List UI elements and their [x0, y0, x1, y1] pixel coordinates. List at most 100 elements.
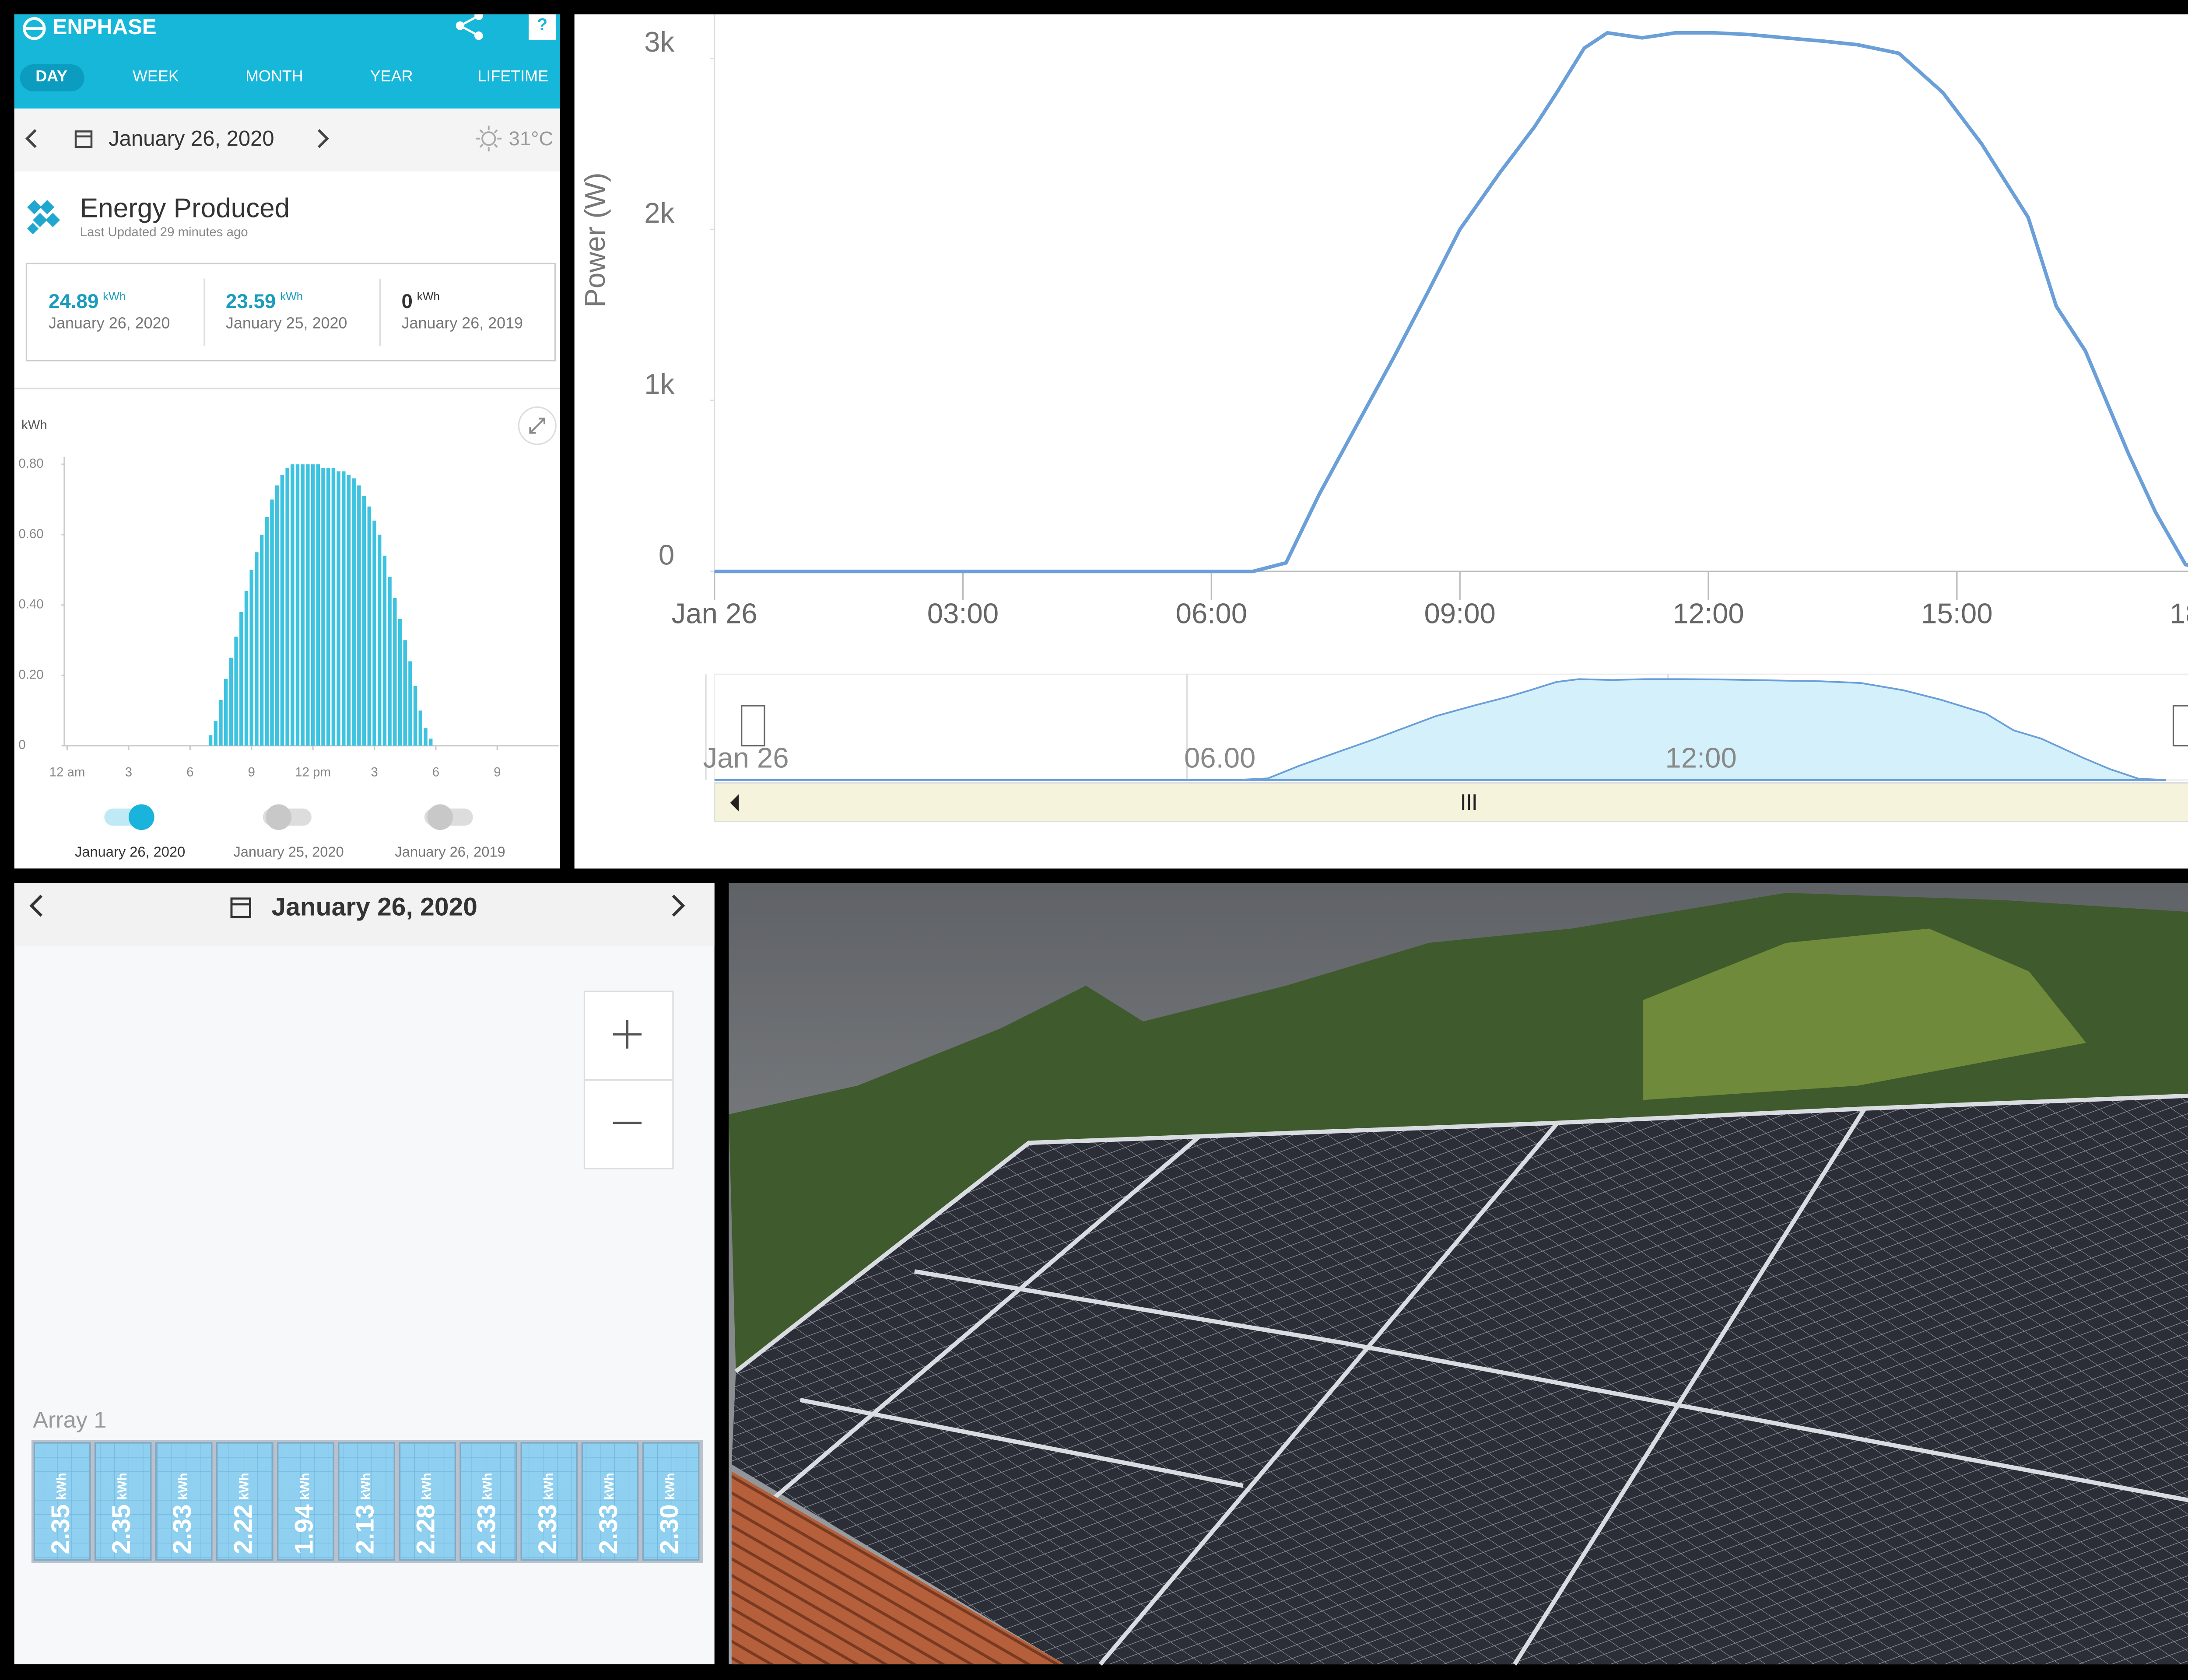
bar — [342, 471, 346, 746]
bar — [229, 658, 233, 746]
bar — [388, 577, 392, 746]
prev-day[interactable] — [29, 895, 43, 917]
bar — [316, 464, 320, 746]
help-label[interactable]: ? — [537, 15, 547, 34]
unit: kWh — [358, 1473, 373, 1500]
solar-panel[interactable] — [338, 1442, 395, 1561]
y-axis-label: Power (W) — [579, 172, 611, 307]
scroll-grip[interactable] — [1462, 794, 1476, 810]
next-day[interactable] — [318, 129, 329, 148]
bar — [424, 728, 428, 746]
navigator-label: 06.00 — [1184, 742, 1255, 774]
bar — [295, 464, 300, 746]
unit: kWh — [541, 1473, 556, 1500]
x-tick-label: 09:00 — [1424, 598, 1495, 630]
bar — [377, 535, 382, 746]
unit: kWh — [602, 1473, 617, 1500]
bar — [301, 464, 305, 746]
bar — [382, 556, 387, 746]
panel-energy: 2.35 kWh — [46, 1473, 75, 1554]
bar — [403, 640, 407, 746]
unit: kWh — [480, 1473, 495, 1500]
bar — [255, 552, 259, 746]
help-button[interactable] — [529, 11, 556, 40]
prev-day[interactable] — [25, 129, 37, 148]
value: 2.33 — [168, 1504, 196, 1554]
toggle-knob[interactable] — [427, 804, 453, 830]
summary-value: 24.89 kWh — [49, 290, 126, 312]
solar-panel[interactable] — [459, 1442, 517, 1561]
bar — [367, 506, 372, 746]
bar — [418, 710, 423, 746]
solar-panel[interactable] — [581, 1442, 639, 1561]
bar — [362, 496, 366, 746]
tab[interactable]: YEAR — [370, 67, 413, 85]
unit: kWh — [103, 290, 126, 303]
scrollbar[interactable] — [714, 782, 2188, 822]
solar-panel[interactable] — [155, 1442, 213, 1561]
unit: kWh — [298, 1473, 312, 1500]
solar-panel[interactable] — [33, 1442, 91, 1561]
solar-panel[interactable] — [277, 1442, 334, 1561]
panel-energy: 2.33 kWh — [533, 1473, 561, 1554]
zoom-in[interactable] — [583, 990, 674, 1081]
x-tick-label: 3 — [125, 765, 132, 779]
share-button[interactable] — [456, 12, 483, 40]
next-day[interactable] — [672, 895, 685, 917]
zoom-in-icon[interactable] — [613, 1020, 642, 1049]
section-title: Energy Produced — [80, 193, 290, 223]
tab[interactable]: LIFETIME — [477, 67, 548, 85]
array-date: January 26, 2020 — [271, 892, 477, 921]
solar-panel[interactable] — [94, 1442, 152, 1561]
unit: kWh — [176, 1473, 190, 1500]
y-tick-label: 3k — [644, 26, 674, 58]
x-tick-label: 6 — [186, 765, 193, 779]
solar-panel[interactable] — [216, 1442, 274, 1561]
tabs: DAY WEEK MONTH YEAR LIFETIME — [35, 67, 548, 85]
solar-panel[interactable] — [399, 1442, 456, 1561]
bar-chart: kWh 0 0.20 0.40 0.60 0.80 12 am 3 6 9 12 pm 3 6 9 — [18, 418, 559, 779]
tab[interactable]: DAY — [35, 67, 67, 85]
bar — [326, 468, 330, 746]
unit: kWh — [417, 290, 440, 303]
app-panel: ENPHASE ? DAY WEEK MONTH YEAR LIFETIME Janua… — [14, 11, 560, 869]
bar — [429, 738, 433, 746]
toggle-knob[interactable] — [128, 804, 154, 830]
x-tick-label: 15:00 — [1921, 598, 1992, 630]
bar — [219, 700, 223, 746]
bar — [239, 612, 243, 746]
handle-right[interactable] — [2172, 705, 2188, 747]
bar — [311, 464, 315, 746]
solar-panel[interactable] — [642, 1442, 700, 1561]
bar — [280, 475, 284, 746]
value: 2.33 — [594, 1504, 622, 1554]
bar — [224, 679, 228, 746]
solar-panel[interactable] — [520, 1442, 578, 1561]
legend-label[interactable]: January 25, 2020 — [233, 844, 344, 860]
panel-energy: 1.94 kWh — [290, 1473, 318, 1554]
toggle-knob[interactable] — [266, 804, 292, 830]
value: 2.33 — [533, 1504, 561, 1554]
x-tick-label: Jan 26 — [672, 598, 757, 630]
bar — [244, 591, 249, 746]
legend-label[interactable]: January 26, 2019 — [395, 844, 505, 860]
y-tick-label: 0 — [18, 738, 25, 752]
tab[interactable]: WEEK — [133, 67, 179, 85]
brand: ENPHASE — [53, 15, 157, 39]
brand-logo — [23, 17, 46, 40]
y-tick-label: 0.60 — [18, 527, 43, 541]
panel-energy: 2.13 kWh — [351, 1473, 379, 1554]
x-tick-label: 03:00 — [927, 598, 999, 630]
x-tick-label: 3 — [371, 765, 378, 779]
zoom-out[interactable] — [583, 1079, 674, 1169]
y-tick-label: 0 — [659, 539, 674, 571]
tab[interactable]: MONTH — [245, 67, 303, 85]
scroll-left[interactable] — [730, 794, 739, 812]
expand-icon[interactable] — [529, 417, 546, 434]
bar — [347, 475, 351, 746]
x-tick-label: 12:00 — [1673, 598, 1744, 630]
array-panels: 2.35 kWh 2.35 kWh 2.33 kWh 2.22 kWh 1.94 kWh 2.13 k… — [33, 1442, 700, 1561]
handle-left[interactable] — [741, 705, 765, 747]
bar — [357, 485, 361, 746]
legend-label[interactable]: January 26, 2020 — [75, 844, 185, 860]
